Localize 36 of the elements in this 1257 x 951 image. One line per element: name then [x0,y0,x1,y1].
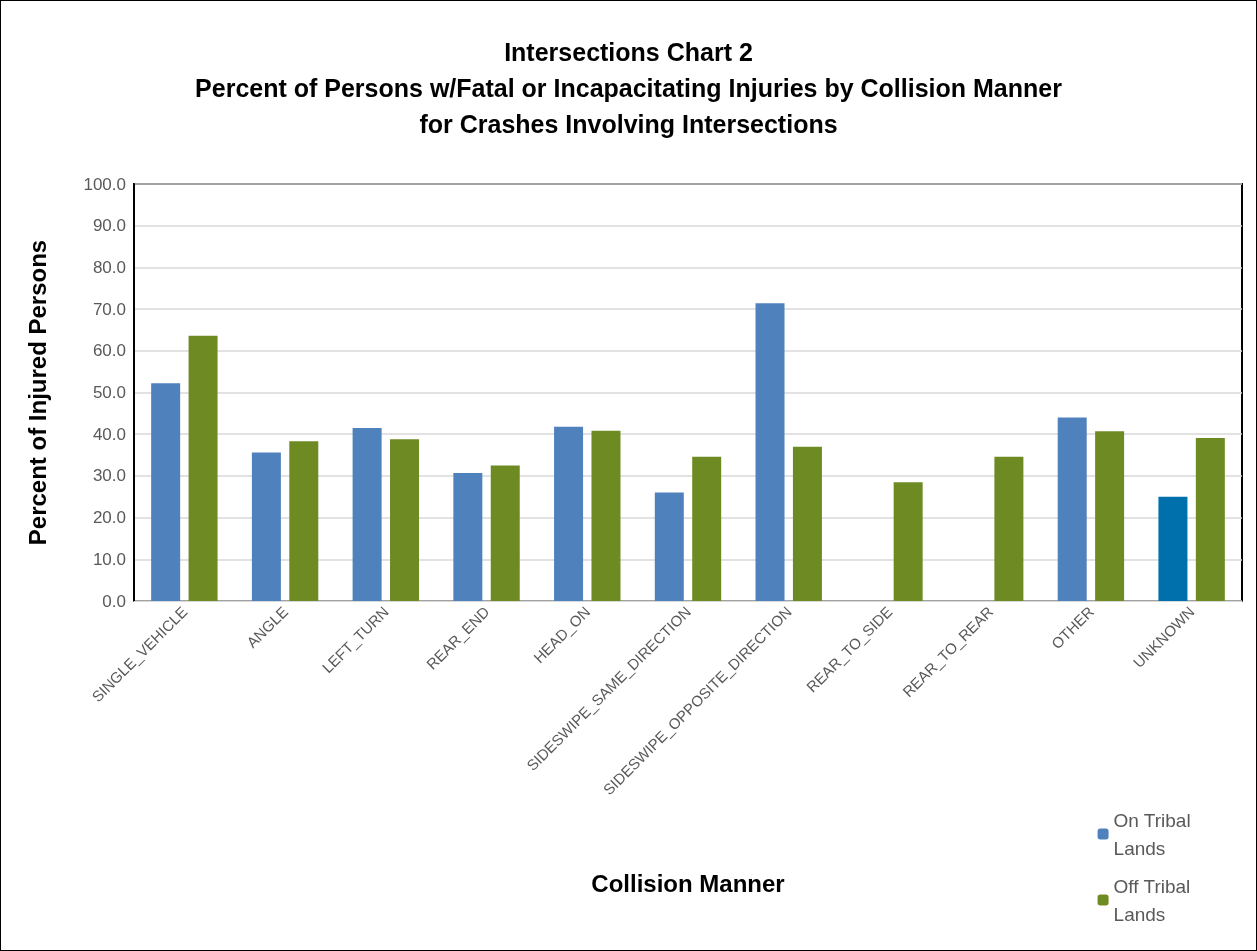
y-tick-label: 50.0 [92,383,126,402]
legend-label: Off Tribal Lands [1113,875,1191,925]
y-tick-label: 10.0 [92,549,126,569]
y-tick-label: 60.0 [92,341,126,361]
bar [692,456,722,601]
bar [792,446,822,601]
bar [755,303,785,601]
bar [591,430,621,601]
bar [352,427,382,601]
bar [893,482,923,601]
bar [1158,496,1188,601]
chart-title: Intersections Chart 2 Percent of Persons w/Fatal or Incapacitating Injuries by Collision Manner for Crashes Involving Intersections [195,38,1063,138]
bar [188,335,218,601]
bar [251,452,281,601]
bar [1057,417,1087,601]
x-axis-title: Collision Manner [591,869,785,897]
y-tick-label: 90.0 [92,216,126,236]
y-tick-label: 40.0 [92,424,126,444]
bar [654,492,684,601]
y-tick-label: 0.0 [102,591,126,611]
y-tick-label: 80.0 [92,257,126,277]
bar [994,456,1024,601]
bar [1195,437,1225,601]
y-axis-title: Percent of Injured Persons [23,239,51,546]
bar [390,439,420,601]
bar [490,465,520,601]
legend-label: On Tribal Lands [1113,809,1191,859]
bar [1095,431,1125,601]
y-tick-label: 30.0 [92,466,126,486]
bar [554,426,584,601]
bar [151,383,181,601]
y-tick-label: 20.0 [92,508,126,528]
bar [453,472,483,601]
y-tick-label: 70.0 [92,299,126,319]
bar [289,441,319,601]
y-tick-label: 100.0 [83,174,126,194]
